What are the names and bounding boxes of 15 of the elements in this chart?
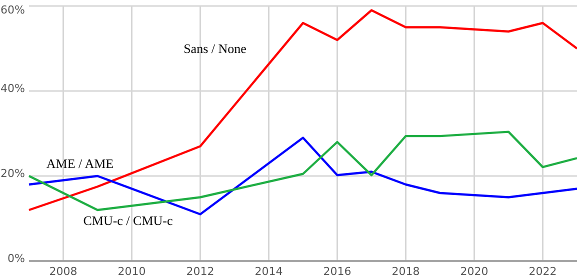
series-label: CMU-c / CMU-c: [83, 213, 174, 228]
y-tick-label: 60%: [0, 4, 25, 17]
y-tick-label: 40%: [0, 82, 25, 96]
x-tick-label: 2010: [118, 264, 146, 278]
y-tick-label: 20%: [0, 167, 25, 180]
series-label: Sans / None: [184, 41, 247, 56]
x-tick-label: 2008: [49, 264, 78, 278]
x-tick-label: 2012: [186, 264, 214, 278]
x-tick-label: 2014: [254, 264, 283, 278]
x-tick-label: 2018: [392, 264, 420, 278]
x-tick-label: 2020: [460, 264, 488, 278]
y-tick-label: 0%: [8, 252, 25, 266]
x-tick-label: 2016: [323, 264, 352, 278]
series-label: AME / AME: [46, 156, 114, 171]
x-tick-label: 2022: [528, 264, 557, 278]
